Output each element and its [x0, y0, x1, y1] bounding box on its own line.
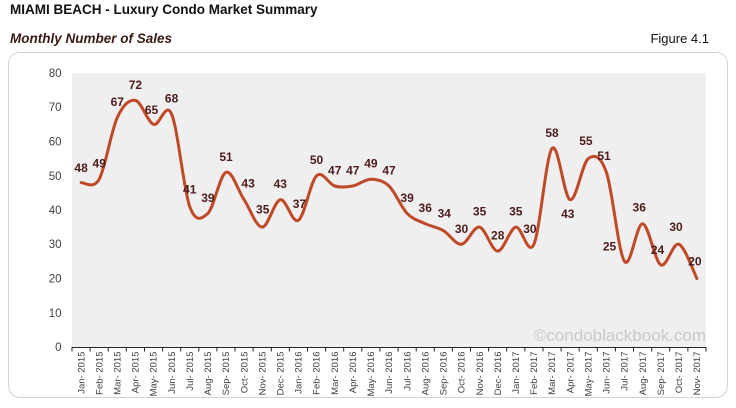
svg-text:Nov- 2016: Nov- 2016: [475, 352, 486, 396]
svg-text:43: 43: [274, 177, 288, 191]
svg-text:Sep- 2016: Sep- 2016: [439, 352, 450, 396]
svg-text:47: 47: [346, 164, 360, 178]
svg-text:Feb- 2015: Feb- 2015: [94, 352, 105, 395]
svg-text:Jul- 2015: Jul- 2015: [185, 352, 196, 391]
svg-text:41: 41: [183, 183, 197, 197]
svg-text:80: 80: [49, 68, 62, 80]
svg-text:Apr- 2017: Apr- 2017: [565, 352, 576, 394]
svg-text:37: 37: [293, 197, 307, 211]
svg-text:49: 49: [93, 157, 107, 171]
svg-text:Feb- 2017: Feb- 2017: [529, 352, 540, 395]
svg-text:Dec- 2016: Dec- 2016: [493, 352, 504, 396]
svg-text:49: 49: [364, 157, 378, 171]
svg-text:39: 39: [400, 191, 414, 205]
svg-text:39: 39: [201, 191, 215, 205]
svg-text:35: 35: [473, 205, 487, 219]
svg-text:Feb- 2016: Feb- 2016: [312, 352, 323, 395]
svg-text:50: 50: [310, 153, 324, 167]
svg-text:Jul- 2016: Jul- 2016: [402, 352, 413, 391]
svg-text:35: 35: [509, 205, 523, 219]
svg-text:65: 65: [145, 103, 159, 117]
svg-text:Aug- 2015: Aug- 2015: [203, 352, 214, 396]
svg-text:20: 20: [688, 255, 702, 269]
svg-text:34: 34: [438, 207, 452, 221]
svg-text:Jan- 2017: Jan- 2017: [511, 352, 522, 394]
svg-text:47: 47: [328, 164, 342, 178]
svg-text:68: 68: [165, 92, 179, 106]
svg-text:Oct- 2017: Oct- 2017: [674, 352, 685, 394]
svg-text:50: 50: [49, 171, 62, 183]
svg-text:Aug- 2016: Aug- 2016: [420, 352, 431, 396]
svg-text:43: 43: [561, 207, 575, 221]
svg-text:Oct- 2016: Oct- 2016: [457, 352, 468, 394]
svg-text:Dec- 2015: Dec- 2015: [276, 352, 287, 396]
svg-text:55: 55: [579, 134, 593, 148]
svg-text:Aug- 2017: Aug- 2017: [638, 352, 649, 396]
svg-text:58: 58: [545, 126, 559, 140]
svg-text:35: 35: [256, 203, 270, 217]
svg-text:36: 36: [419, 201, 433, 215]
svg-text:25: 25: [603, 239, 617, 253]
svg-text:May- 2015: May- 2015: [149, 352, 160, 397]
svg-text:20: 20: [49, 274, 62, 286]
svg-text:Apr- 2015: Apr- 2015: [131, 352, 142, 394]
svg-text:Jan- 2016: Jan- 2016: [294, 352, 305, 394]
svg-text:36: 36: [633, 201, 647, 215]
svg-text:0: 0: [55, 342, 61, 354]
svg-text:30: 30: [523, 222, 537, 236]
svg-text:Mar- 2015: Mar- 2015: [113, 352, 124, 395]
svg-text:30: 30: [455, 222, 469, 236]
svg-text:43: 43: [241, 177, 255, 191]
svg-text:30: 30: [669, 220, 683, 234]
svg-text:47: 47: [382, 164, 396, 178]
svg-text:Mar- 2016: Mar- 2016: [330, 352, 341, 395]
svg-text:24: 24: [651, 243, 665, 257]
svg-text:Mar- 2017: Mar- 2017: [547, 352, 558, 395]
svg-text:Jun- 2015: Jun- 2015: [167, 352, 178, 394]
svg-text:67: 67: [111, 95, 125, 109]
svg-text:Jan- 2015: Jan- 2015: [76, 352, 87, 394]
svg-text:Jul- 2017: Jul- 2017: [620, 352, 631, 391]
svg-text:Jun- 2017: Jun- 2017: [602, 352, 613, 394]
svg-text:51: 51: [219, 150, 233, 164]
svg-text:10: 10: [49, 308, 62, 320]
svg-text:Apr- 2016: Apr- 2016: [348, 352, 359, 394]
svg-text:51: 51: [597, 149, 611, 163]
svg-text:Jun- 2016: Jun- 2016: [384, 352, 395, 394]
svg-text:72: 72: [129, 78, 143, 92]
svg-text:70: 70: [49, 102, 62, 114]
svg-text:Nov- 2017: Nov- 2017: [692, 352, 703, 396]
svg-text:60: 60: [49, 137, 62, 149]
svg-text:48: 48: [74, 161, 88, 175]
svg-text:Oct- 2015: Oct- 2015: [239, 352, 250, 394]
svg-text:30: 30: [49, 239, 62, 251]
svg-text:©condoblackbook.com: ©condoblackbook.com: [534, 326, 706, 345]
svg-text:Nov- 2015: Nov- 2015: [257, 352, 268, 396]
svg-text:Sep- 2015: Sep- 2015: [221, 352, 232, 396]
svg-text:28: 28: [491, 229, 505, 243]
svg-text:40: 40: [49, 205, 62, 217]
svg-text:May- 2016: May- 2016: [366, 352, 377, 397]
svg-text:May- 2017: May- 2017: [584, 352, 595, 397]
svg-text:Sep- 2017: Sep- 2017: [656, 352, 667, 396]
